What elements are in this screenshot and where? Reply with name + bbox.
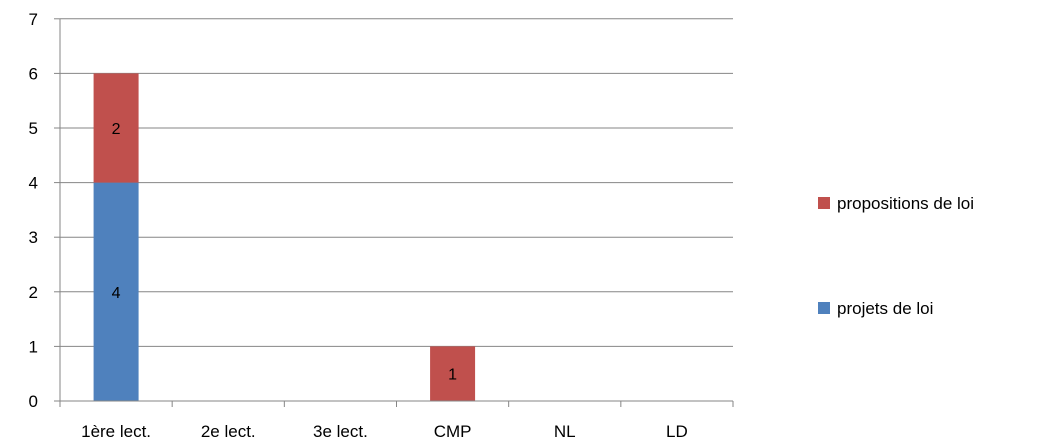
data-label-1-0: 2 <box>112 121 121 138</box>
y-tick-label-1: 1 <box>29 337 38 356</box>
x-tick-label-1: 2e lect. <box>201 422 256 441</box>
data-label-0-0: 4 <box>112 285 121 302</box>
y-tick-label-2: 2 <box>29 283 38 302</box>
y-tick-label-4: 4 <box>29 174 38 193</box>
y-tick-label-3: 3 <box>29 228 38 247</box>
x-tick-label-3: CMP <box>434 422 472 441</box>
y-tick-label-6: 6 <box>29 64 38 83</box>
bars: 4 2 1 <box>93 73 476 401</box>
legend-label-0: propositions de loi <box>837 194 974 213</box>
y-tick-label-7: 7 <box>29 10 38 29</box>
x-tick-label-5: LD <box>666 422 688 441</box>
gridlines <box>60 18 733 347</box>
legend-label-1: projets de loi <box>837 299 933 318</box>
legend-swatch-0 <box>818 197 830 209</box>
legend-swatch-1 <box>818 302 830 314</box>
x-tick-label-4: NL <box>554 422 576 441</box>
x-tick-label-0: 1ère lect. <box>81 422 151 441</box>
x-tick-label-2: 3e lect. <box>313 422 368 441</box>
y-axis-ticks: 0 1 2 3 4 5 6 7 <box>29 10 60 411</box>
y-tick-label-5: 5 <box>29 119 38 138</box>
legend: propositions de loi projets de loi <box>818 194 974 318</box>
bar-1-3 <box>430 346 476 401</box>
x-axis: 1ère lect. 2e lect. 3e lect. CMP NL LD <box>59 18 734 441</box>
y-tick-label-0: 0 <box>29 392 38 411</box>
bar-1-0 <box>93 73 139 183</box>
data-label-1-3: 1 <box>448 367 457 384</box>
bar-0-0 <box>93 182 139 401</box>
